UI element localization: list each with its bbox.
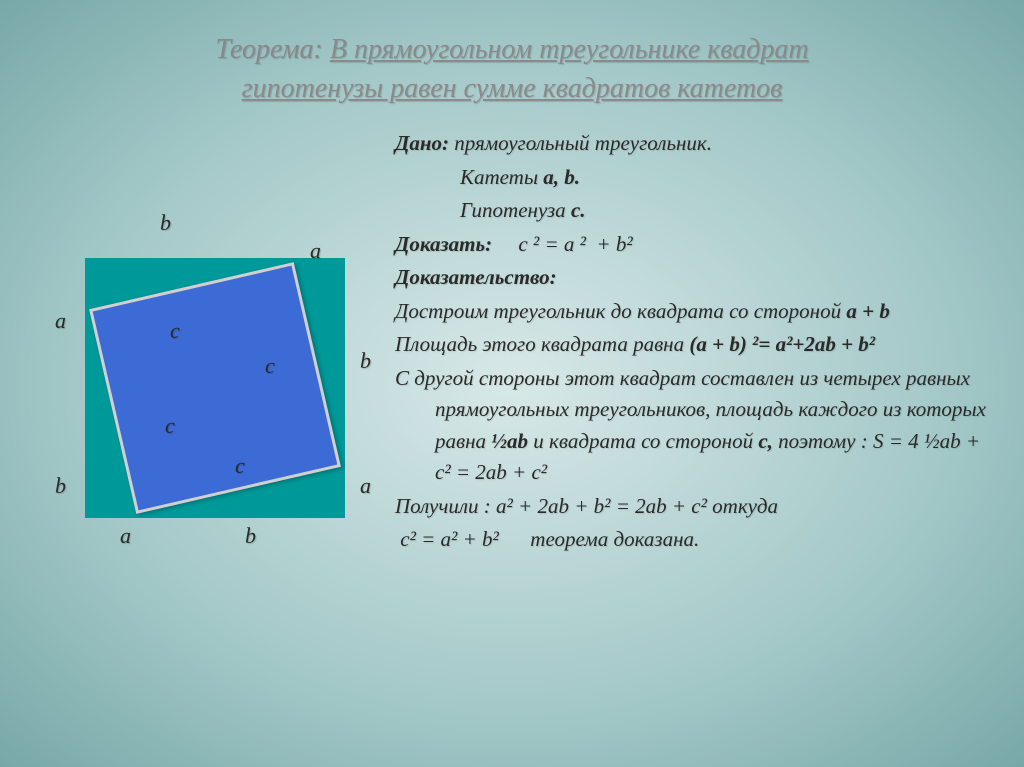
slide: Теорема: В прямоугольном треугольнике кв… — [0, 0, 1024, 767]
label-bottom-a: a — [120, 523, 131, 549]
pythagoras-diagram: b a a b b a a b c c c c — [75, 248, 355, 528]
legs-label: Катеты — [460, 165, 543, 189]
label-bottom-b: b — [245, 523, 256, 549]
label-left-b: b — [55, 473, 66, 499]
title-line1: В прямоугольном треугольнике квадрат — [330, 34, 809, 65]
hyp-var: c. — [571, 198, 586, 222]
given-text: прямоугольный треугольник. — [449, 131, 712, 155]
theorem-title: Теорема: В прямоугольном треугольнике кв… — [35, 30, 989, 108]
step1a: Достроим треугольник до квадрата со стор… — [395, 299, 841, 323]
step4: Получили : a² + 2ab + b² = 2ab + c² отку… — [395, 491, 989, 523]
step2a: Площадь этого квадрата равна — [395, 332, 689, 356]
step3c: и квадрата со стороной — [528, 429, 758, 453]
label-c2: c — [265, 353, 275, 379]
label-right-a: a — [360, 473, 371, 499]
label-right-b: b — [360, 348, 371, 374]
label-left-a: a — [55, 308, 66, 334]
step1b: a + b — [846, 299, 889, 323]
step3b: ½ab — [491, 429, 528, 453]
step3d: c, — [758, 429, 773, 453]
title-label: Теорема: — [215, 34, 323, 65]
step5: c² = a² + b² теорема доказана. — [395, 524, 989, 556]
label-c4: c — [235, 453, 245, 479]
legs-vars: a, b. — [543, 165, 580, 189]
title-line2: гипотенузы равен сумме квадратов катетов — [242, 73, 783, 104]
proof-text: Дано: прямоугольный треугольник. Катеты … — [395, 128, 989, 558]
content-row: b a a b b a a b c c c c Дано: прямоуголь… — [35, 128, 989, 558]
prove-label: Доказать: — [395, 232, 492, 256]
proof-label: Доказательство: — [395, 262, 989, 294]
diagram-area: b a a b b a a b c c c c — [35, 128, 375, 558]
given-label: Дано: — [395, 131, 449, 155]
label-top-a: a — [310, 238, 321, 264]
prove-eq: c ² = a ² + b² — [492, 232, 633, 256]
label-c3: c — [165, 413, 175, 439]
label-top-b: b — [160, 210, 171, 236]
hyp-label: Гипотенуза — [460, 198, 571, 222]
label-c1: c — [170, 318, 180, 344]
step2b: (a + b) ²= a²+2ab + b² — [689, 332, 875, 356]
